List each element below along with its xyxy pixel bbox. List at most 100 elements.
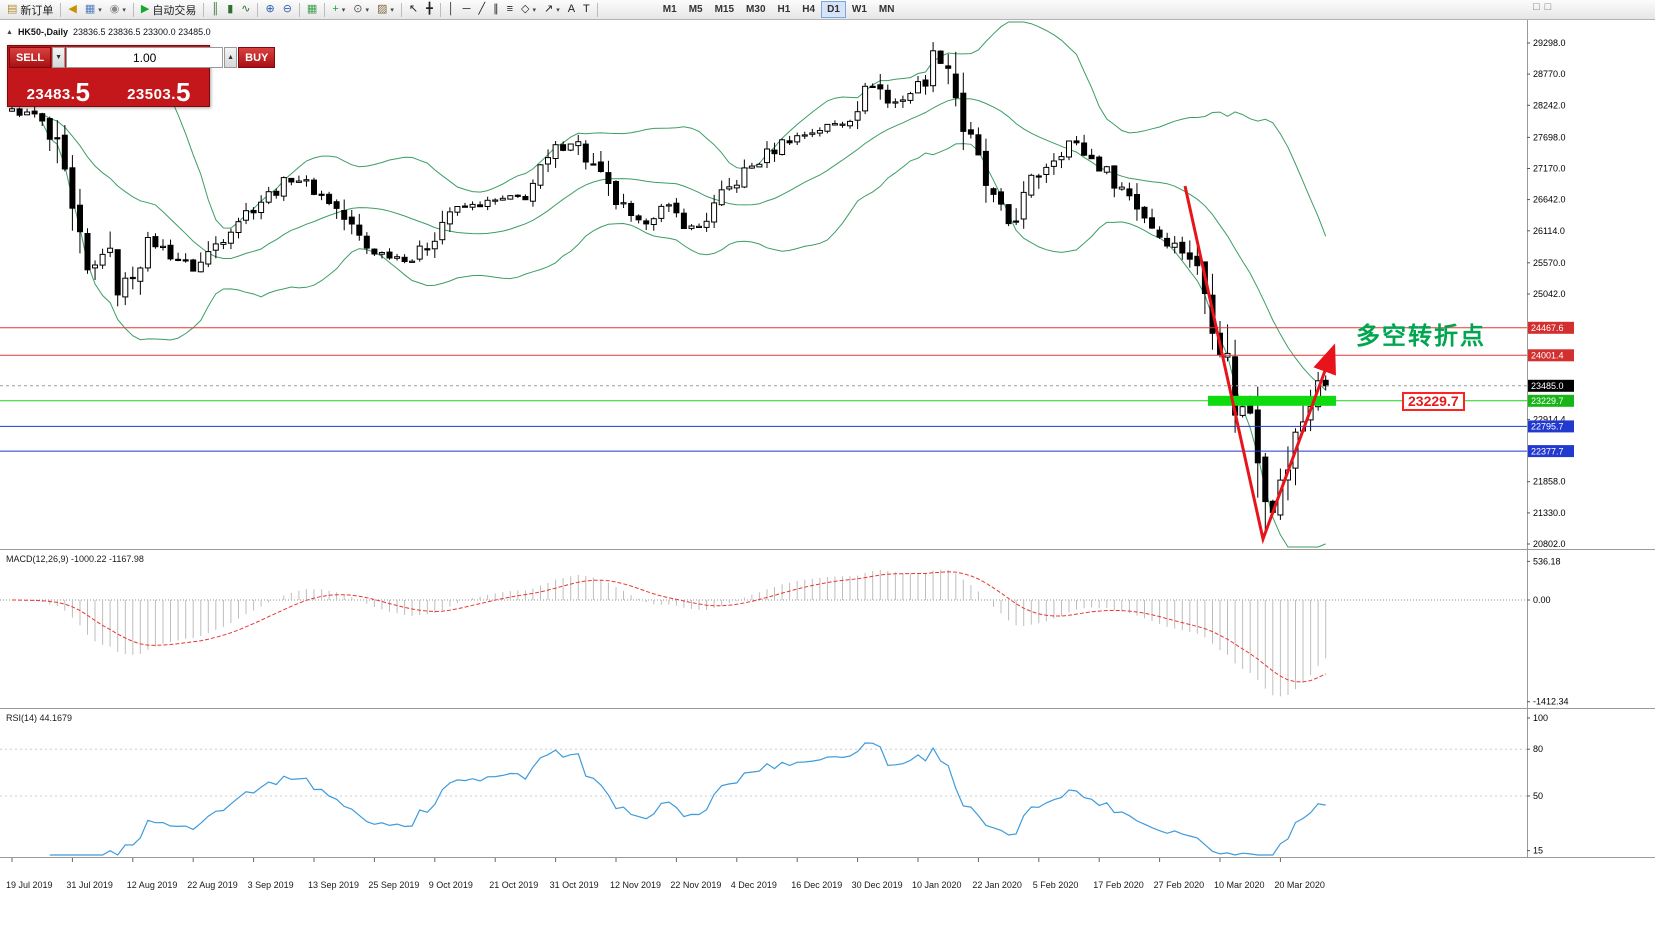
timeframe-w1-button-label: W1	[851, 4, 867, 15]
svg-text:27 Feb 2020: 27 Feb 2020	[1154, 880, 1205, 890]
svg-text:22 Nov 2019: 22 Nov 2019	[670, 880, 721, 890]
profiles-icon: ◉	[109, 3, 120, 15]
templates-button[interactable]: ▨ ▾	[373, 1, 398, 18]
volume-down-button[interactable]: ▼	[52, 47, 66, 68]
chart-list-icon[interactable]: □	[1533, 1, 1540, 13]
svg-text:12 Nov 2019: 12 Nov 2019	[610, 880, 661, 890]
channel-button[interactable]: ∥	[489, 1, 503, 18]
chart-candles-button[interactable]: ▮	[223, 1, 237, 18]
shapes-button[interactable]: ◇ ▾	[517, 1, 540, 18]
shapes-button-caret-icon[interactable]: ▾	[532, 6, 536, 14]
tile-windows-button[interactable]: ▦	[303, 1, 321, 18]
time-axis-drag-area[interactable]	[0, 858, 1527, 918]
price-axis-drag-area[interactable]	[1527, 20, 1655, 857]
toolbar-separator	[132, 2, 134, 17]
turning-point-annotation: 多空转折点	[1356, 323, 1486, 350]
svg-text:17 Feb 2020: 17 Feb 2020	[1093, 880, 1144, 890]
macd-axis-label: -1412.34	[1533, 697, 1569, 707]
periods-button[interactable]: ⊙ ▾	[349, 1, 373, 18]
indicators-button-caret-icon[interactable]: ▾	[341, 6, 346, 14]
svg-text:22 Aug 2019: 22 Aug 2019	[187, 880, 238, 890]
crosshair-icon: ╋	[426, 3, 433, 15]
svg-text:26114.0: 26114.0	[1533, 226, 1565, 236]
svg-text:9 Oct 2019: 9 Oct 2019	[429, 880, 473, 890]
price-chart-canvas[interactable]: 29298.0 28770.0 28242.0 27698.0 27170.0 26642…	[0, 20, 1655, 945]
svg-text:30 Dec 2019: 30 Dec 2019	[852, 880, 903, 890]
fibonacci-button[interactable]: ≡	[503, 1, 517, 18]
support-zone-highlight[interactable]	[1208, 395, 1336, 406]
timeframe-m5-button[interactable]: M5	[683, 1, 709, 18]
text-button[interactable]: A	[564, 1, 579, 18]
chart-title: ▲ HK50-,Daily 23836.5 23836.5 23300.0 23…	[6, 27, 211, 37]
timeframe-m30-button[interactable]: M30	[740, 1, 771, 18]
profiles-button-caret-icon[interactable]: ▾	[122, 6, 126, 14]
shapes-icon: ◇	[520, 3, 530, 15]
speaker-icon: ◀	[68, 3, 77, 15]
buy-button[interactable]: BUY	[238, 47, 276, 68]
collapse-trade-panel-icon[interactable]: ▲	[6, 28, 13, 36]
toolbar-separator	[60, 2, 62, 17]
timeframe-mn-button[interactable]: MN	[873, 1, 901, 18]
sound-button[interactable]: ◀	[64, 1, 80, 18]
timeframe-m1-button[interactable]: M1	[657, 1, 683, 18]
bollinger-upper-band	[41, 21, 1327, 237]
toolbar-separator	[257, 2, 259, 17]
new-chart-button-caret-icon[interactable]: ▾	[98, 6, 102, 14]
timeframe-h4-button[interactable]: H4	[796, 1, 821, 18]
toolbar-separator	[203, 2, 205, 17]
periods-icon: ⊙	[353, 3, 363, 15]
svg-text:20 Mar 2020: 20 Mar 2020	[1274, 880, 1325, 890]
autotrading-button[interactable]: ▶ 自动交易	[137, 1, 200, 18]
timeframe-d1-button[interactable]: D1	[821, 1, 846, 18]
trade-panel-controls: SELL ▼ ▲ BUY	[8, 46, 276, 69]
indicators-button[interactable]: + ▾	[328, 1, 349, 18]
axis-price-label-support-blue-1: 22795.7	[1528, 420, 1574, 433]
arrows-button[interactable]: ↗ ▾	[540, 1, 564, 18]
text-label-button[interactable]: T	[579, 1, 594, 18]
new-order-button[interactable]: ▤ 新订单	[3, 1, 57, 18]
timeframe-h1-button-label: H1	[777, 4, 791, 15]
window-menu-icon[interactable]: □	[1544, 1, 1552, 13]
macd-signal-line	[11, 571, 1326, 683]
play-icon: ▶	[140, 3, 150, 15]
autotrading-button-label: 自动交易	[152, 4, 197, 17]
cursor-button[interactable]: ↖	[405, 1, 422, 18]
chart-line-button[interactable]: ∿	[237, 1, 254, 18]
trendline-button[interactable]: ╱	[474, 1, 489, 18]
vertical-line-icon: │	[447, 3, 455, 15]
svg-text:3 Sep 2019: 3 Sep 2019	[248, 880, 294, 890]
buy-price-display[interactable]: 23503. 5	[109, 69, 210, 106]
profiles-button[interactable]: ◉ ▾	[106, 1, 130, 18]
svg-text:25042.0: 25042.0	[1533, 289, 1566, 299]
zoom-in-button[interactable]: ⊕	[261, 1, 278, 18]
chart-window-icon: ▦	[84, 3, 96, 15]
zoom-in-icon: ⊕	[265, 3, 275, 15]
vertical-line-button[interactable]: │	[444, 1, 459, 18]
symbol-period-label: HK50-,Daily	[17, 27, 68, 37]
new-chart-button[interactable]: ▦ ▾	[81, 1, 106, 18]
svg-text:20802.0: 20802.0	[1533, 539, 1566, 549]
v-reversal-arrow[interactable]	[1183, 185, 1336, 545]
timeframe-h1-button[interactable]: H1	[772, 1, 797, 18]
svg-text:23229.7: 23229.7	[1531, 396, 1564, 406]
timeframe-m15-button[interactable]: M15	[709, 1, 740, 18]
templates-button-caret-icon[interactable]: ▾	[390, 6, 394, 14]
crosshair-button[interactable]: ╋	[422, 1, 437, 18]
periods-button-caret-icon[interactable]: ▾	[365, 6, 369, 14]
toolbar-right-icons: □ □	[1533, 1, 1551, 13]
volume-up-button[interactable]: ▲	[224, 47, 238, 68]
sell-price-display[interactable]: 23483. 5	[8, 69, 109, 106]
templates-icon: ▨	[377, 3, 388, 15]
toolbar: ▤ 新订单 ◀ ▦ ▾ ◉ ▾ ▶ 自动交易 ║ ▮ ∿ ⊕ ⊖ ▦ + ▾ ⊙ ▾ ▨ ▾ ↖ ╋ │ ─ ╱ ∥ ≡ ◇ ▾ ↗ ▾ A T M…	[0, 0, 1655, 20]
volume-input[interactable]	[66, 47, 224, 68]
chart-bars-button[interactable]: ║	[207, 1, 223, 18]
timeframe-w1-button[interactable]: W1	[846, 1, 873, 18]
svg-text:21858.0: 21858.0	[1533, 477, 1566, 487]
sell-button[interactable]: SELL	[9, 47, 52, 68]
arrows-button-caret-icon[interactable]: ▾	[556, 6, 560, 14]
buy-price-frac: 5	[175, 76, 191, 107]
timeframe-mn-button-label: MN	[878, 4, 895, 15]
order-icon: ▤	[7, 3, 18, 15]
zoom-out-button[interactable]: ⊖	[279, 1, 296, 18]
horizontal-line-button[interactable]: ─	[459, 1, 475, 18]
